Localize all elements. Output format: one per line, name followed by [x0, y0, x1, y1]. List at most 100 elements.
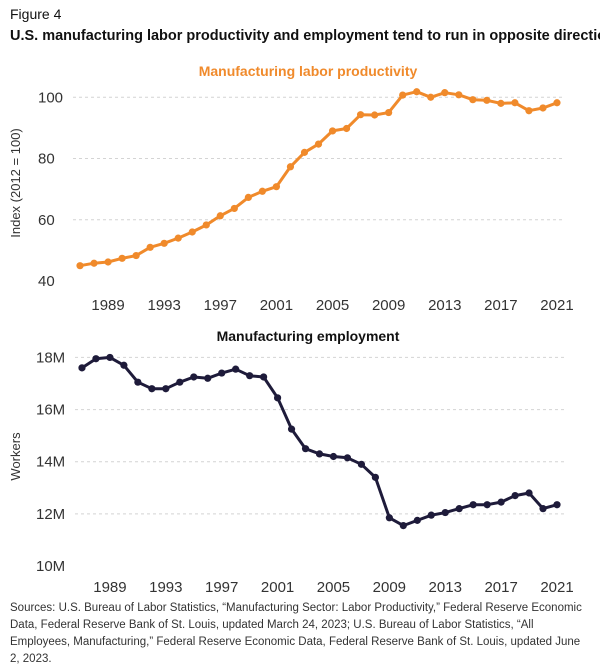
employment-data-point	[260, 373, 268, 381]
productivity-x-tick-label: 2005	[316, 297, 349, 314]
productivity-data-point	[244, 193, 252, 201]
sources-note: Sources: U.S. Bureau of Labor Statistics…	[10, 602, 582, 665]
productivity-data-point	[258, 187, 266, 195]
productivity-data-point	[455, 91, 463, 99]
productivity-data-point	[385, 108, 393, 117]
productivity-data-point	[356, 111, 365, 119]
productivity-y-tick-label: 60	[38, 212, 55, 229]
employment-data-point	[455, 505, 463, 513]
employment-y-tick-label: 14M	[36, 454, 65, 471]
productivity-y-axis-title: Index (2012 = 100)	[8, 128, 23, 238]
employment-data-point	[427, 511, 435, 519]
productivity-x-tick-label: 1989	[91, 297, 124, 314]
productivity-data-point	[469, 96, 477, 104]
productivity-data-point	[230, 204, 238, 213]
productivity-x-tick-label: 2001	[260, 297, 293, 314]
productivity-data-point	[511, 99, 519, 107]
productivity-data-point	[90, 259, 98, 267]
employment-data-point	[273, 394, 282, 402]
productivity-data-point	[76, 262, 84, 270]
productivity-data-point	[174, 234, 182, 242]
employment-chart-title: Manufacturing employment	[217, 328, 400, 344]
productivity-data-point	[188, 228, 196, 236]
employment-data-point	[218, 369, 226, 377]
productivity-data-point	[539, 104, 547, 112]
employment-data-point	[232, 365, 240, 373]
productivity-x-tick-label: 1997	[204, 297, 237, 314]
employment-series-line	[81, 355, 558, 528]
productivity-data-point	[441, 89, 449, 97]
employment-data-point	[120, 361, 128, 369]
figure-headline: U.S. manufacturing labor productivity an…	[10, 28, 600, 44]
productivity-data-point	[553, 99, 561, 107]
productivity-data-point	[328, 127, 337, 135]
productivity-data-point	[314, 140, 323, 148]
productivity-data-point	[399, 91, 407, 99]
employment-x-tick-label: 2021	[540, 579, 573, 596]
employment-data-point	[301, 445, 310, 453]
employment-x-tick-label: 2009	[373, 579, 406, 596]
employment-data-point	[525, 489, 533, 497]
employment-x-tick-label: 2001	[261, 579, 294, 596]
employment-y-tick-label: 18M	[36, 349, 65, 366]
productivity-x-tick-label: 2013	[428, 297, 461, 314]
productivity-data-point	[286, 163, 295, 171]
employment-data-point	[497, 498, 505, 506]
employment-x-tick-label: 2005	[317, 579, 350, 596]
employment-data-point	[343, 454, 352, 462]
productivity-data-point	[202, 221, 210, 229]
productivity-data-point	[427, 93, 435, 101]
employment-y-tick-label: 10M	[36, 558, 65, 575]
employment-y-tick-label: 16M	[36, 402, 65, 419]
employment-y-tick-label: 12M	[36, 506, 65, 523]
employment-data-point	[176, 378, 184, 386]
productivity-data-point	[525, 107, 533, 115]
employment-data-point	[399, 521, 407, 530]
employment-data-point	[553, 501, 561, 509]
employment-data-point	[357, 460, 366, 468]
employment-data-point	[413, 516, 421, 524]
productivity-data-point	[483, 96, 491, 104]
employment-x-tick-label: 1997	[205, 579, 238, 596]
productivity-data-point	[300, 148, 309, 156]
productivity-x-tick-label: 2017	[484, 297, 517, 314]
employment-data-point	[162, 385, 170, 393]
productivity-data-point	[272, 183, 281, 191]
employment-data-point	[148, 385, 156, 393]
employment-y-axis-title: Workers	[8, 432, 23, 481]
productivity-data-point	[146, 243, 154, 251]
employment-data-point	[78, 364, 86, 372]
productivity-chart-title: Manufacturing labor productivity	[199, 63, 418, 79]
figure-label: Figure 4	[10, 6, 62, 22]
productivity-x-tick-label: 2009	[372, 297, 405, 314]
productivity-data-point	[132, 251, 140, 260]
productivity-x-tick-label: 1993	[147, 297, 180, 314]
employment-chart: Manufacturing employment 10M 12M 14M 16M 18M 1…	[8, 328, 574, 596]
employment-data-point	[134, 378, 142, 386]
employment-data-point	[92, 355, 100, 363]
employment-data-point	[106, 353, 114, 362]
productivity-data-point	[497, 99, 505, 107]
employment-data-point	[246, 372, 254, 380]
employment-data-point	[483, 501, 491, 509]
employment-data-point	[539, 505, 547, 513]
employment-x-tick-label: 2013	[429, 579, 462, 596]
employment-x-tick-label: 1989	[93, 579, 126, 596]
employment-data-point	[371, 473, 379, 481]
productivity-data-point	[413, 88, 421, 96]
productivity-chart: Manufacturing labor productivity 40 60 80 10…	[8, 63, 574, 314]
employment-data-point	[469, 501, 477, 509]
employment-x-tick-label: 1993	[149, 579, 182, 596]
productivity-data-point	[160, 239, 168, 247]
productivity-data-point	[342, 124, 351, 133]
employment-data-point	[385, 514, 393, 522]
employment-x-tick-label: 2017	[484, 579, 517, 596]
employment-data-point	[315, 450, 324, 458]
productivity-x-tick-label: 2021	[540, 297, 573, 314]
productivity-data-point	[104, 258, 112, 266]
employment-data-point	[190, 373, 198, 381]
employment-data-point	[287, 425, 296, 433]
employment-data-point	[204, 374, 212, 382]
productivity-data-point	[118, 254, 126, 262]
employment-data-point	[511, 492, 519, 500]
